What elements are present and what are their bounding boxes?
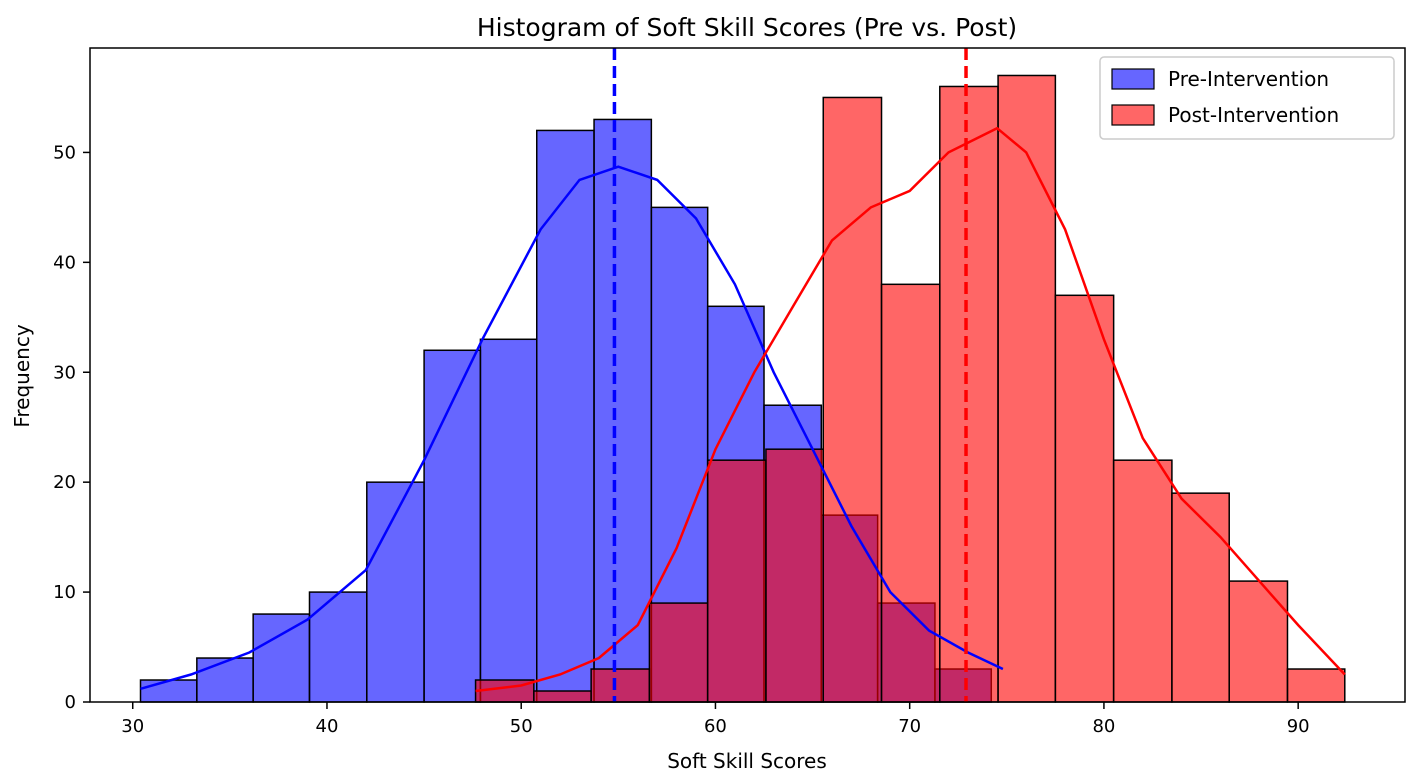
histogram-bar: [706, 459, 767, 703]
histogram-bar: [1171, 492, 1230, 703]
legend-label: Pre-Intervention: [1168, 67, 1329, 91]
plot-area: [89, 47, 1406, 703]
y-tick-label: 40: [53, 252, 76, 273]
histogram-bar: [997, 74, 1057, 703]
y-tick-label: 0: [65, 692, 76, 713]
legend-swatch: [1111, 68, 1155, 90]
histogram-bar: [880, 283, 941, 703]
histogram-bar: [252, 613, 311, 703]
y-tick-label: 30: [53, 362, 76, 383]
histogram-bar: [822, 96, 883, 703]
histogram-bar: [139, 679, 198, 703]
histogram-bar: [1286, 668, 1346, 703]
x-tick-label: 90: [1287, 716, 1310, 737]
y-tick-label: 20: [53, 472, 76, 493]
series-post-bars: [474, 74, 1346, 703]
chart-title: Histogram of Soft Skill Scores (Pre vs. …: [477, 13, 1017, 42]
histogram-bar: [308, 591, 368, 703]
x-tick-label: 30: [121, 716, 144, 737]
plot-frame: [89, 47, 1406, 703]
x-tick-label: 70: [898, 716, 921, 737]
x-tick-label: 60: [704, 716, 727, 737]
x-tick-label: 80: [1092, 716, 1115, 737]
histogram-bar: [479, 338, 538, 703]
x-tick-label: 40: [316, 716, 339, 737]
legend-label: Post-Intervention: [1168, 103, 1339, 127]
y-tick-label: 10: [53, 582, 76, 603]
histogram-bar: [765, 448, 825, 703]
histogram-bar: [1054, 294, 1115, 703]
x-axis: 30 40 50 60 70 80 90: [121, 702, 1310, 737]
histogram-bar: [1228, 580, 1289, 703]
y-tick-label: 50: [53, 142, 76, 163]
histogram-bar: [1112, 459, 1173, 703]
histogram-bar: [533, 690, 592, 703]
histogram-bar: [536, 129, 595, 703]
y-axis: 0 10 20 30 40 50: [53, 142, 90, 713]
legend: Pre-Intervention Post-Intervention: [1099, 56, 1395, 140]
x-axis-label: Soft Skill Scores: [667, 749, 827, 773]
legend-box: [1099, 56, 1395, 140]
histogram-bar: [939, 85, 999, 703]
kde-curve-post: [475, 126, 1346, 693]
histogram-bar: [590, 668, 651, 703]
y-axis-label: Frequency: [10, 324, 34, 427]
histogram-bar: [648, 602, 709, 703]
kde-curve-pre: [140, 165, 1004, 691]
histogram-bar: [593, 118, 653, 703]
legend-swatch: [1111, 104, 1155, 126]
histogram-bar: [196, 657, 254, 703]
x-tick-label: 50: [510, 716, 533, 737]
